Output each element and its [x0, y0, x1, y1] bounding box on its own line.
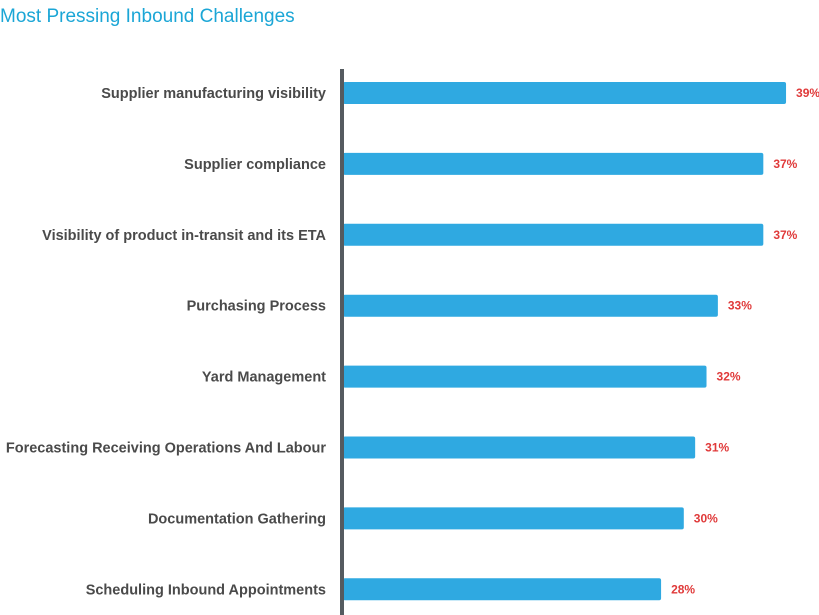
bar	[343, 294, 718, 317]
category-label: Forecasting Receiving Operations And Lab…	[6, 441, 326, 457]
value-label: 32%	[717, 370, 741, 384]
value-label: 33%	[728, 299, 752, 313]
value-labels-layer: 39% 37% 37% 33% 32% 31% 30% 28%	[671, 86, 819, 596]
value-label: 31%	[705, 441, 729, 455]
category-label: Yard Management	[202, 370, 326, 386]
category-labels-layer: Supplier manufacturing visibility Supplie…	[6, 86, 327, 598]
value-label: 30%	[694, 511, 718, 525]
category-label: Scheduling Inbound Appointments	[86, 582, 326, 598]
category-label: Purchasing Process	[187, 299, 326, 315]
value-label: 28%	[671, 582, 695, 596]
bar	[343, 82, 787, 104]
value-label: 39%	[796, 86, 819, 100]
y-axis-line	[340, 69, 344, 615]
bars-layer	[343, 82, 787, 601]
bar	[343, 507, 684, 530]
bar	[343, 578, 662, 601]
value-label: 37%	[773, 228, 797, 242]
bar	[343, 152, 764, 175]
category-label: Supplier compliance	[184, 157, 326, 173]
bar	[343, 365, 707, 388]
value-label: 37%	[773, 157, 797, 171]
category-label: Supplier manufacturing visibility	[101, 86, 326, 102]
category-label: Visibility of product in-transit and its…	[42, 228, 326, 244]
bar	[343, 223, 764, 246]
chart-title: Most Pressing Inbound Challenges	[0, 6, 295, 27]
category-label: Documentation Gathering	[148, 511, 326, 527]
bar	[343, 436, 696, 459]
